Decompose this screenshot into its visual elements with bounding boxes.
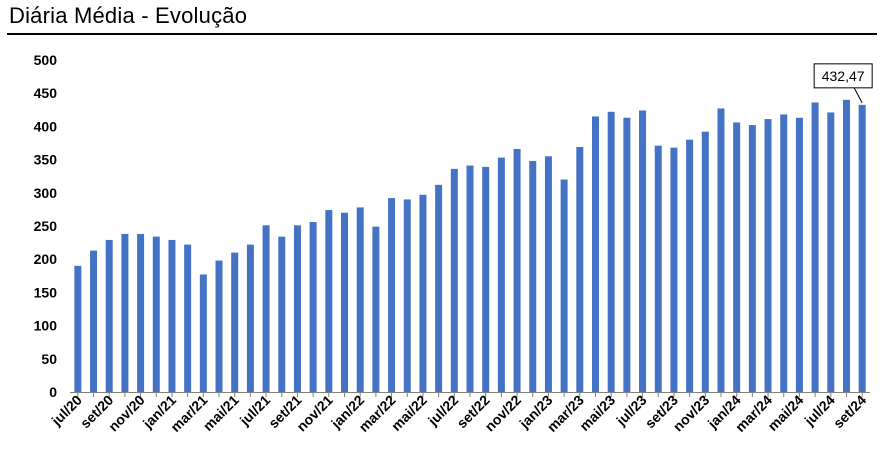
bar (529, 160, 537, 392)
bar (654, 145, 662, 392)
bar (293, 225, 301, 392)
bar (74, 265, 82, 392)
bar (262, 225, 270, 392)
bar (858, 104, 866, 393)
bar (795, 117, 803, 392)
bar (827, 112, 835, 393)
title-underline (7, 33, 877, 35)
bar (482, 166, 490, 392)
bar (403, 199, 411, 392)
bar (231, 252, 239, 392)
bar (309, 222, 317, 392)
bar (372, 226, 380, 392)
bar (701, 131, 709, 392)
bar (576, 146, 584, 392)
bar (199, 274, 207, 392)
bar (137, 233, 145, 392)
bar (607, 111, 615, 393)
bar (152, 236, 160, 392)
y-tick-label: 300 (34, 185, 58, 201)
bar (105, 239, 113, 392)
x-tick-label: mai/24 (764, 392, 806, 434)
y-tick-label: 500 (34, 52, 58, 68)
y-tick-label: 450 (34, 85, 58, 101)
bar (686, 139, 694, 392)
bar (717, 108, 725, 393)
y-tick-label: 400 (34, 118, 58, 134)
bar (544, 156, 552, 392)
y-tick-label: 50 (41, 351, 57, 367)
bar (591, 116, 599, 392)
bar (466, 165, 474, 392)
bar (733, 122, 741, 392)
callout-box (813, 63, 873, 89)
x-tick-label: set/24 (830, 392, 870, 432)
bar-series (74, 99, 866, 393)
bar (748, 125, 756, 393)
bar (450, 168, 458, 392)
y-tick-label: 200 (34, 251, 58, 267)
x-tick-label: mai/22 (388, 392, 430, 434)
y-tick-label: 150 (34, 284, 58, 300)
bar (513, 148, 521, 392)
bar (497, 157, 505, 392)
chart-title: Diária Média - Evolução (9, 3, 248, 28)
callout-value: 432,47 (822, 68, 865, 84)
bar (90, 250, 98, 392)
callout-leader (853, 87, 863, 104)
bar (215, 260, 223, 392)
bar (811, 102, 819, 392)
y-tick-label: 0 (49, 384, 57, 400)
bar (388, 198, 396, 392)
bar (842, 99, 850, 392)
x-tick-label: mai/23 (576, 392, 618, 434)
bar (356, 207, 364, 392)
bar (246, 244, 254, 392)
x-tick-label: nov/23 (670, 392, 713, 435)
y-tick-label: 100 (34, 318, 58, 334)
bar (670, 147, 678, 392)
x-axis-ticks: jul/20set/20nov/20jan/21mar/21mai/21jul/… (48, 392, 870, 435)
bar (168, 239, 176, 392)
x-tick-label: mai/21 (200, 392, 242, 434)
x-tick-label: nov/22 (481, 392, 524, 435)
bar (121, 233, 129, 392)
bar (639, 110, 647, 393)
y-axis-ticks: 0 50 100 150 200 250 300 350 400 450 500 (34, 52, 58, 400)
bar (780, 114, 788, 392)
value-callout: 432,47 (813, 63, 873, 104)
x-tick-label: nov/21 (293, 392, 336, 435)
x-tick-label: nov/20 (105, 392, 148, 435)
bar (419, 194, 427, 392)
bar (623, 117, 631, 392)
bar (764, 119, 772, 392)
bar (325, 210, 333, 392)
bar (435, 184, 443, 392)
bar (278, 236, 286, 392)
y-tick-label: 350 (34, 152, 58, 168)
y-tick-label: 250 (34, 218, 58, 234)
bar (341, 212, 349, 392)
bar (184, 244, 192, 392)
bar (560, 179, 568, 392)
